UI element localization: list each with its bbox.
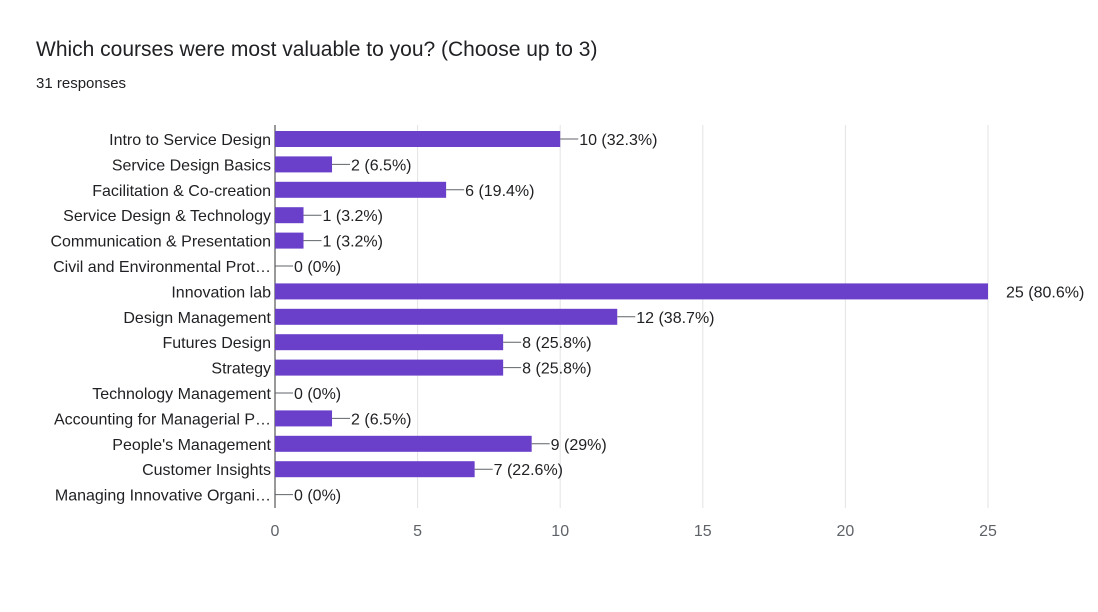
category-label: Service Design Basics: [112, 157, 271, 174]
category-label: Innovation lab: [171, 284, 271, 301]
category-label: Technology Management: [92, 386, 271, 403]
bar: [275, 156, 333, 173]
data-label: 7 (22.6%): [494, 462, 563, 479]
bar: [275, 131, 561, 147]
x-tick-label: 5: [413, 523, 422, 540]
data-label: 0 (0%): [294, 259, 341, 276]
bar: [275, 410, 333, 427]
data-label: 25 (80.6%): [1006, 284, 1084, 301]
bar: [275, 461, 475, 478]
x-tick-label: 25: [979, 523, 997, 540]
data-label: 2 (6.5%): [351, 411, 411, 428]
category-label: Design Management: [123, 310, 271, 327]
bar: [275, 181, 447, 198]
bar: [275, 359, 504, 376]
data-label: 2 (6.5%): [351, 157, 411, 174]
bar: [275, 232, 304, 249]
data-label: 6 (19.4%): [465, 183, 534, 200]
category-label: Strategy: [211, 361, 271, 378]
data-label: 8 (25.8%): [522, 361, 591, 378]
x-tick-label: 15: [694, 523, 712, 540]
category-label: Futures Design: [163, 335, 272, 352]
bar: [275, 308, 618, 325]
data-label: 8 (25.8%): [522, 335, 591, 352]
category-label: Managing Innovative Organi…: [55, 488, 271, 505]
category-label: Customer Insights: [142, 462, 271, 479]
data-label: 10 (32.3%): [579, 132, 657, 149]
x-tick-label: 20: [837, 523, 855, 540]
chart-title: Which courses were most valuable to you?…: [36, 38, 598, 61]
category-label: Communication & Presentation: [50, 234, 271, 251]
data-label: 1 (3.2%): [323, 208, 383, 225]
data-label: 0 (0%): [294, 488, 341, 505]
category-label: Accounting for Managerial P…: [54, 411, 271, 428]
bars: [275, 131, 988, 478]
bar: [275, 435, 532, 452]
category-label: Facilitation & Co-creation: [92, 183, 271, 200]
labels: 0 5 10 15 20 25 Intro to Service Design 10 (32.…: [50, 132, 1084, 540]
data-label: 1 (3.2%): [323, 234, 383, 251]
category-label: People's Management: [112, 437, 271, 454]
category-label: Civil and Environmental Prot…: [53, 259, 271, 276]
bar: [275, 207, 304, 224]
category-label: Intro to Service Design: [109, 132, 271, 149]
data-label: 0 (0%): [294, 386, 341, 403]
data-label: 12 (38.7%): [636, 310, 714, 327]
bar: [275, 334, 504, 351]
response-count: 31 responses: [36, 75, 127, 92]
x-tick-label: 0: [271, 523, 280, 540]
x-tick-label: 10: [551, 523, 569, 540]
category-label: Service Design & Technology: [63, 208, 271, 225]
data-label: 9 (29%): [551, 437, 607, 454]
bar: [275, 283, 988, 300]
